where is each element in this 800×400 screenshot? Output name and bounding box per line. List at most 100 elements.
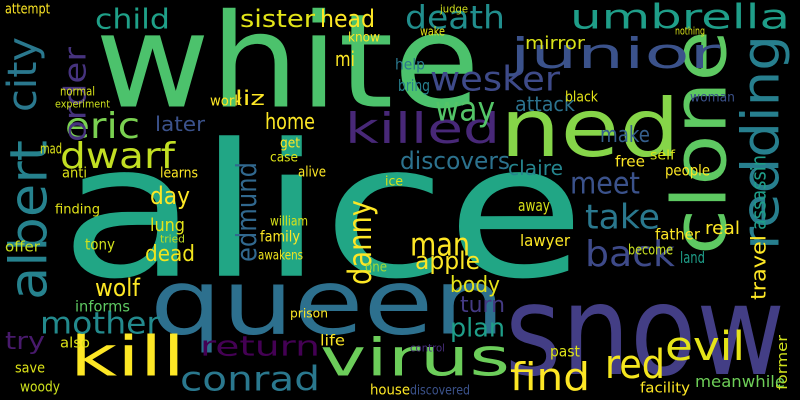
word: offer: [5, 239, 40, 255]
word: evil: [665, 324, 745, 370]
word: body: [450, 273, 500, 298]
word: albert: [0, 140, 60, 300]
word: killed: [345, 104, 500, 153]
word: home: [265, 110, 315, 135]
word: turn: [460, 293, 505, 318]
word: meanwhile: [695, 372, 785, 391]
word: normal: [60, 84, 95, 98]
word: experiment: [55, 97, 111, 110]
word: conrad: [180, 359, 320, 399]
word: black: [565, 89, 599, 105]
word: mirror: [525, 33, 586, 54]
word: attempt: [5, 1, 50, 17]
word: wake: [420, 24, 445, 38]
word: case: [270, 150, 298, 165]
word: redding: [732, 35, 792, 250]
word: discovered: [410, 383, 470, 398]
word: attack: [515, 92, 575, 116]
word: former: [775, 335, 791, 390]
word: family: [260, 227, 300, 245]
word: man: [410, 225, 470, 263]
word: informs: [75, 297, 130, 315]
word: life: [320, 331, 345, 349]
word: land: [680, 248, 705, 267]
word: danny: [341, 200, 379, 285]
word: self: [650, 148, 675, 163]
word: dead: [145, 242, 195, 267]
word: try: [5, 327, 45, 355]
word: real: [705, 218, 740, 239]
word: find: [510, 355, 590, 399]
word: woody: [20, 379, 60, 395]
word: father: [655, 225, 701, 243]
word: clone: [656, 30, 744, 255]
word: prison: [290, 306, 328, 320]
word: way: [435, 89, 495, 129]
word: free: [615, 152, 645, 170]
word: mother: [40, 307, 161, 342]
word: become: [628, 242, 673, 258]
word: ned: [500, 82, 680, 175]
word: city: [0, 37, 46, 112]
word: control: [410, 341, 445, 354]
word: kill: [70, 324, 185, 388]
word: awakens: [258, 248, 303, 263]
word: finding: [55, 202, 100, 217]
word: help: [395, 55, 425, 73]
word: nothing: [675, 24, 705, 37]
word: ice: [385, 174, 403, 189]
word: queen: [150, 251, 505, 356]
word: edmund: [230, 162, 263, 262]
word: past: [550, 342, 580, 360]
word: red: [605, 342, 665, 388]
word: wolf: [95, 274, 140, 302]
word: lawyer: [520, 231, 570, 250]
word: away: [518, 196, 550, 215]
word: get: [280, 135, 300, 151]
word: plan: [450, 314, 505, 344]
word: later: [155, 112, 206, 136]
word: order: [58, 46, 93, 142]
word: travel: [747, 235, 771, 300]
word: meet: [570, 167, 640, 202]
word: judge: [439, 2, 468, 15]
word: know: [348, 30, 380, 45]
word: people: [665, 161, 710, 179]
word: facility: [640, 380, 690, 396]
word: woman: [690, 90, 735, 105]
word: eric: [65, 106, 140, 147]
word: head: [320, 5, 375, 33]
word: alive: [298, 164, 326, 180]
word: anti: [62, 165, 87, 181]
word: dwarf: [60, 136, 176, 177]
word: junior: [508, 29, 721, 78]
word: one: [365, 259, 387, 275]
word: house: [370, 382, 410, 398]
word: virus: [320, 328, 510, 388]
word: take: [585, 197, 660, 237]
word: alice: [60, 104, 585, 320]
word: apple: [415, 247, 480, 275]
word: claire: [508, 156, 563, 180]
word: assassin: [747, 155, 771, 230]
word: discovers: [400, 147, 510, 175]
word: save: [15, 360, 45, 376]
word: wesker: [430, 59, 560, 99]
word: day: [150, 182, 190, 210]
word: make: [600, 123, 650, 148]
word: liz: [235, 86, 265, 110]
word: bring: [398, 76, 430, 95]
word: learns: [160, 165, 198, 181]
word: sister: [240, 5, 315, 33]
word: snow: [505, 259, 785, 400]
word: death: [405, 0, 505, 36]
word: umbrella: [570, 0, 790, 37]
word: white: [95, 0, 480, 138]
word: mad: [40, 141, 62, 157]
word: work: [210, 93, 243, 109]
word: tony: [85, 235, 115, 253]
word: also: [60, 335, 90, 351]
word: back: [585, 234, 675, 275]
